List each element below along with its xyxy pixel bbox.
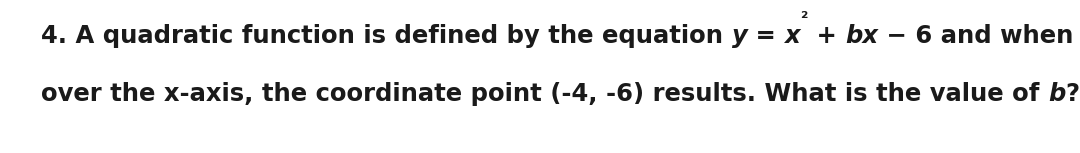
Text: y: y (731, 24, 747, 48)
Text: ?: ? (1065, 82, 1079, 106)
Text: b: b (1048, 82, 1065, 106)
Text: =: = (747, 24, 785, 48)
Text: bx: bx (846, 24, 878, 48)
Text: x: x (785, 24, 800, 48)
Text: over the x-axis, the coordinate point (-4, -6) results. What is the value of: over the x-axis, the coordinate point (-… (41, 82, 1048, 106)
Text: +: + (808, 24, 846, 48)
Text: − 6 and when the: − 6 and when the (878, 24, 1080, 48)
Text: 4. A quadratic function is defined by the equation: 4. A quadratic function is defined by th… (41, 24, 731, 48)
Text: ²: ² (800, 10, 808, 28)
